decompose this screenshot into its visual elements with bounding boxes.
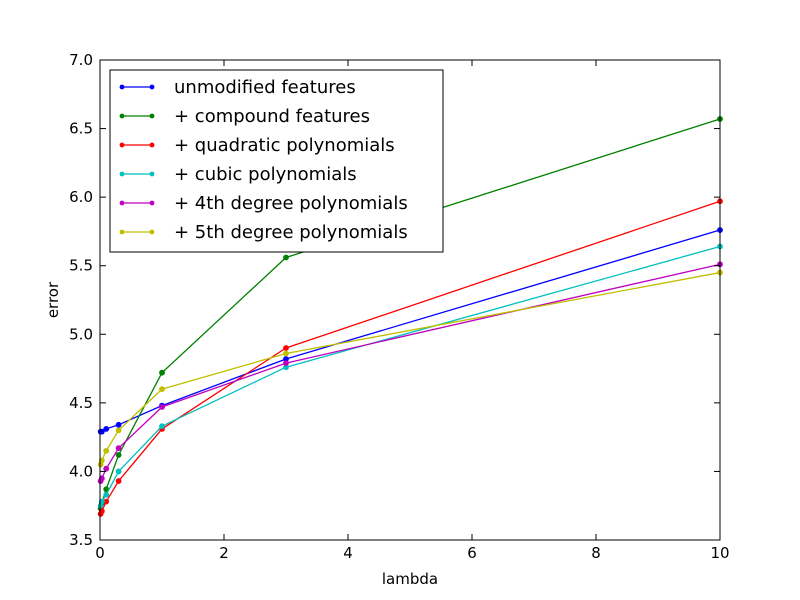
data-point <box>283 345 289 351</box>
series-layer <box>97 116 723 517</box>
data-point <box>98 457 105 464</box>
data-point <box>115 478 122 484</box>
data-point <box>98 475 105 482</box>
legend-item: + 4th degree polynomials <box>119 193 408 214</box>
data-point <box>103 491 110 498</box>
legend-label: + quadratic polynomials <box>174 135 395 156</box>
data-point <box>159 369 165 376</box>
y-tick-label: 4.0 <box>69 462 93 480</box>
data-point <box>103 465 110 472</box>
y-tick-label: 6.5 <box>69 120 93 138</box>
y-axis-label: error <box>44 281 62 318</box>
legend-swatch-marker <box>119 229 125 235</box>
legend-swatch-marker <box>119 142 125 148</box>
data-point <box>115 468 122 475</box>
x-tick-label: 2 <box>219 544 229 562</box>
legend-swatch-marker <box>149 113 155 119</box>
data-point <box>159 404 165 410</box>
series-5 <box>97 269 723 468</box>
legend-label: + 5th degree polynomials <box>174 222 408 243</box>
series-0 <box>97 227 723 435</box>
data-point <box>115 427 122 434</box>
legend-label: + 4th degree polynomials <box>174 193 408 214</box>
legend-label: + cubic polynomials <box>174 164 357 185</box>
data-point <box>159 386 165 393</box>
data-point <box>283 254 289 261</box>
data-point <box>283 360 289 366</box>
data-point <box>115 445 122 452</box>
y-tick-label: 5.0 <box>69 325 93 343</box>
legend-label: unmodified features <box>174 77 356 98</box>
legend-item: unmodified features <box>119 77 356 98</box>
legend-item: + 5th degree polynomials <box>119 222 408 243</box>
data-point <box>103 426 110 432</box>
y-tick-label: 6.0 <box>69 188 93 206</box>
y-tick-label: 7.0 <box>69 51 93 69</box>
series-4 <box>97 261 723 484</box>
legend-swatch-marker <box>119 113 125 119</box>
legend-frame <box>109 69 444 253</box>
data-point <box>98 428 105 435</box>
legend-swatch-marker <box>149 84 155 90</box>
data-point <box>98 498 105 505</box>
data-point <box>115 421 122 428</box>
ticks-layer: 0 2 4 6 8 10 3.5 4.0 4.5 5.0 5.5 6.0 6.5 7.0 <box>69 51 729 562</box>
legend-swatch-marker <box>119 200 125 206</box>
legend: unmodified features + compound features + … <box>109 69 444 253</box>
x-tick-label: 6 <box>467 544 477 562</box>
x-tick-label: 0 <box>95 544 105 562</box>
data-point <box>159 423 165 430</box>
legend-swatch-marker <box>149 200 155 206</box>
x-tick-label: 4 <box>343 544 353 562</box>
plot-frame <box>99 59 721 541</box>
legend-swatch-marker <box>149 171 155 177</box>
data-point <box>98 508 105 515</box>
legend-swatch-marker <box>119 171 125 177</box>
legend-swatch-marker <box>149 229 155 235</box>
data-point <box>103 447 110 454</box>
legend-item: + quadratic polynomials <box>119 135 395 156</box>
legend-swatch-marker <box>119 84 125 90</box>
legend-item: + cubic polynomials <box>119 164 357 185</box>
data-point <box>283 350 289 357</box>
x-tick-label: 10 <box>710 544 729 562</box>
x-axis-label: lambda <box>382 570 438 588</box>
y-tick-label: 4.5 <box>69 394 93 412</box>
y-tick-label: 5.5 <box>69 257 93 275</box>
legend-item: + compound features <box>119 106 370 127</box>
y-tick-label: 3.5 <box>69 531 93 549</box>
x-tick-label: 8 <box>591 544 601 562</box>
legend-label: + compound features <box>174 106 370 127</box>
data-point <box>115 452 122 458</box>
legend-swatch-marker <box>149 142 155 148</box>
